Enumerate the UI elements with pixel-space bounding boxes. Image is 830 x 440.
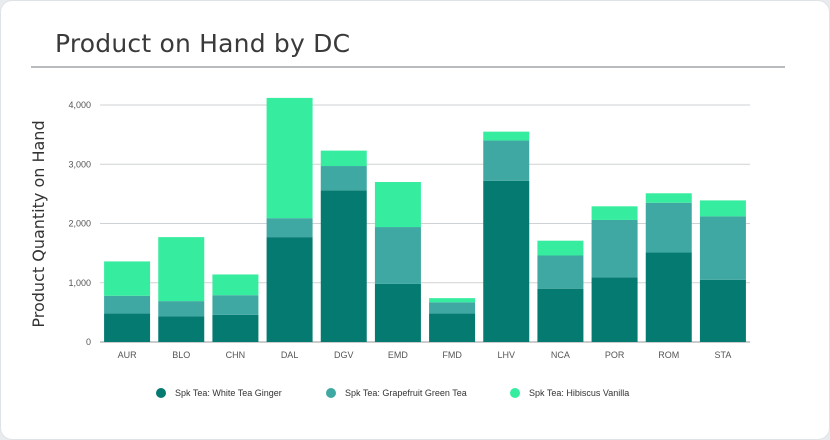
y-tick-label: 3,000 (68, 159, 91, 169)
bar-segment-dgv-series-3[interactable] (320, 150, 367, 167)
bar-segment-blo-series-3[interactable] (158, 237, 205, 302)
legend-item[interactable]: Spk Tea: Grapefruit Green Tea (326, 388, 467, 398)
bar-segment-dal-series-2[interactable] (266, 218, 313, 238)
legend-label: Spk Tea: Hibiscus Vanilla (529, 388, 630, 398)
bar-segment-emd-series-3[interactable] (374, 182, 421, 228)
legend-swatch (510, 388, 520, 398)
y-axis-ticks: 0 1,000 2,000 3,000 4,000 (68, 100, 91, 347)
y-tick-label: 2,000 (68, 219, 91, 229)
bar-segment-chn-series-2[interactable] (212, 295, 259, 315)
legend-label: Spk Tea: White Tea Ginger (175, 388, 282, 398)
bar-segment-fmd-series-1[interactable] (429, 313, 476, 342)
legend: Spk Tea: White Tea Ginger Spk Tea: Grapef… (0, 388, 830, 404)
bar-segment-por-series-1[interactable] (591, 277, 638, 342)
x-tick-label: BLO (172, 350, 190, 360)
x-tick-label: EMD (388, 350, 409, 360)
bar-segment-nca-series-3[interactable] (537, 240, 584, 256)
bar-segment-dgv-series-1[interactable] (320, 190, 367, 342)
y-tick-label: 4,000 (68, 100, 91, 110)
x-tick-label: DAL (281, 350, 299, 360)
x-axis-ticks: AUR BLO CHN DAL DGV EMD FMD LHV NCA POR ROM STA (118, 350, 732, 360)
bar-segment-nca-series-1[interactable] (537, 288, 584, 342)
title-divider (31, 66, 785, 68)
bar-segment-sta-series-1[interactable] (699, 279, 746, 342)
bar-segment-chn-series-1[interactable] (212, 314, 259, 342)
bar-segment-sta-series-2[interactable] (699, 216, 746, 280)
bar-segment-rom-series-3[interactable] (645, 193, 692, 203)
x-tick-label: CHN (226, 350, 246, 360)
bar-segment-nca-series-2[interactable] (537, 255, 584, 289)
x-tick-label: POR (605, 350, 625, 360)
y-axis-label: Product Quantity on Hand (29, 120, 48, 327)
bar-segment-lhv-series-3[interactable] (483, 131, 530, 141)
legend-item[interactable]: Spk Tea: White Tea Ginger (156, 388, 282, 398)
bar-segment-dal-series-3[interactable] (266, 97, 313, 219)
legend-swatch (326, 388, 336, 398)
bar-segment-emd-series-2[interactable] (374, 227, 421, 284)
x-tick-label: FMD (442, 350, 462, 360)
bar-segment-por-series-3[interactable] (591, 206, 638, 220)
bar-segment-lhv-series-2[interactable] (483, 140, 530, 181)
bar-segment-rom-series-2[interactable] (645, 202, 692, 253)
bar-segment-fmd-series-2[interactable] (429, 302, 476, 314)
bar-segment-aur-series-2[interactable] (104, 295, 151, 314)
bar-segment-lhv-series-1[interactable] (483, 180, 530, 342)
bar-segment-aur-series-3[interactable] (104, 261, 151, 296)
x-tick-label: ROM (658, 350, 679, 360)
bar-segment-por-series-2[interactable] (591, 219, 638, 278)
y-tick-label: 0 (86, 337, 91, 347)
x-tick-label: LHV (497, 350, 515, 360)
x-tick-label: STA (714, 350, 731, 360)
bar-segment-dgv-series-2[interactable] (320, 166, 367, 191)
bar-segment-dal-series-1[interactable] (266, 237, 313, 342)
bar-segment-aur-series-1[interactable] (104, 313, 151, 342)
bar-segment-chn-series-3[interactable] (212, 274, 259, 296)
x-tick-label: NCA (551, 350, 570, 360)
bars (104, 97, 746, 342)
bar-segment-rom-series-1[interactable] (645, 252, 692, 342)
bar-segment-sta-series-3[interactable] (699, 200, 746, 217)
chart-title: Product on Hand by DC (55, 29, 351, 58)
bar-segment-emd-series-1[interactable] (374, 283, 421, 342)
legend-swatch (156, 388, 166, 398)
x-tick-label: DGV (334, 350, 354, 360)
bar-segment-fmd-series-3[interactable] (429, 298, 476, 303)
bar-segment-blo-series-2[interactable] (158, 301, 205, 317)
bar-segment-blo-series-1[interactable] (158, 316, 205, 342)
gridlines (100, 104, 750, 343)
legend-item[interactable]: Spk Tea: Hibiscus Vanilla (510, 388, 629, 398)
y-tick-label: 1,000 (68, 278, 91, 288)
legend-label: Spk Tea: Grapefruit Green Tea (345, 388, 467, 398)
x-tick-label: AUR (118, 350, 138, 360)
